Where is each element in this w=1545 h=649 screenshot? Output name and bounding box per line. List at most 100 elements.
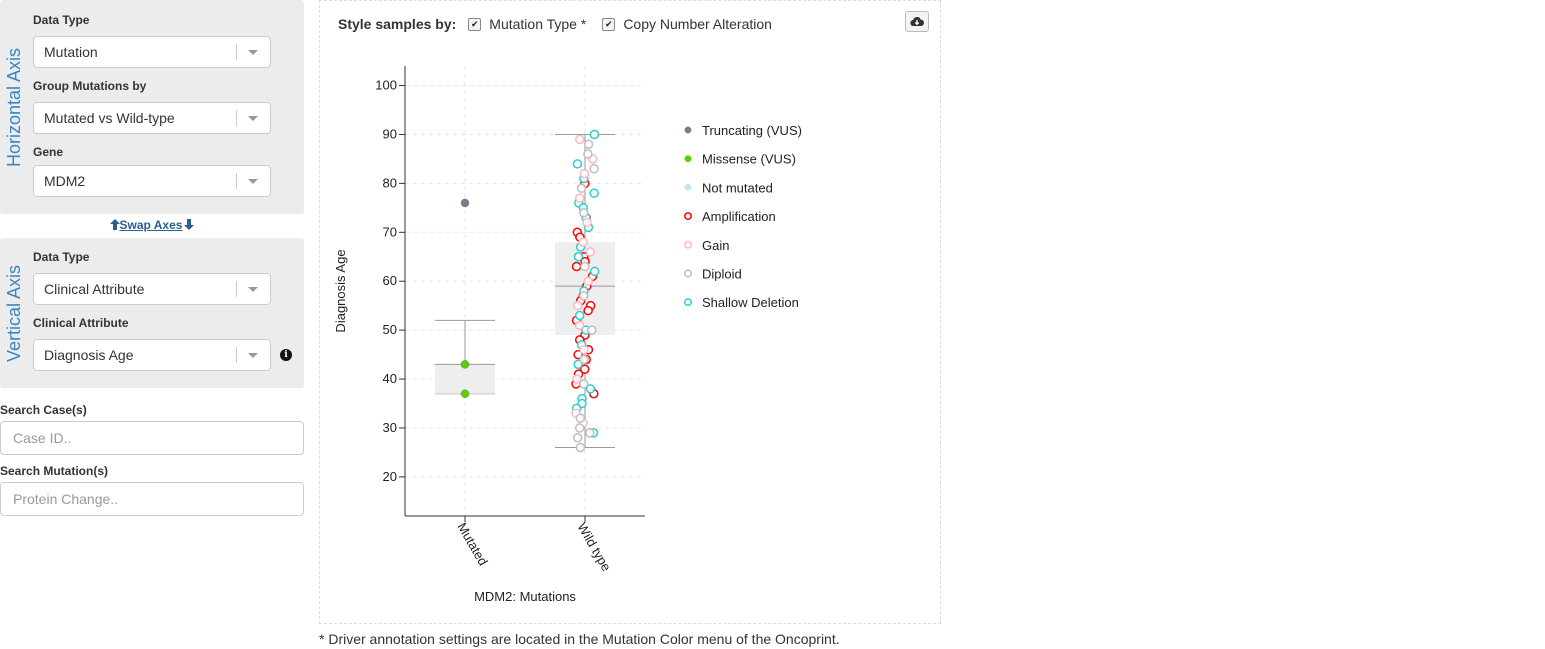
data-point [587,325,597,335]
data-point [583,149,593,159]
data-point [589,163,599,174]
group-mutations-value: Mutated vs Wild-type [44,110,175,126]
legend-marker [684,298,692,307]
y-tick-label: 70 [383,224,397,239]
legend-marker [684,269,692,278]
data-point [589,188,599,198]
legend-marker [684,126,692,134]
search-mutations-label: Search Mutation(s) [0,464,109,478]
gene-value: MDM2 [44,173,86,189]
y-tick-label: 50 [383,322,397,337]
legend-label: Shallow Deletion [702,295,799,310]
data-point [573,359,583,370]
data-point [589,129,600,140]
mutation-type-label: Mutation Type * [489,16,587,32]
x-tick-label: Mutated [454,520,490,568]
clinical-attribute-label: Clinical Attribute [33,316,129,330]
data-point [583,139,594,150]
data-point [583,276,593,286]
plot-container [319,0,941,624]
data-point [574,423,585,433]
y-tick-label: 30 [383,420,397,435]
data-point [572,374,582,384]
chevron-down-icon[interactable] [236,340,270,370]
group-mutations-label: Group Mutations by [33,79,147,93]
data-point [575,442,586,453]
chevron-down-icon[interactable] [236,274,270,304]
y-tick-label: 100 [375,78,397,93]
vertical-data-type-select[interactable]: Clinical Attribute [33,273,271,305]
info-circle-icon[interactable]: i [280,349,292,361]
clinical-attribute-select[interactable]: Diagnosis Age [33,339,271,371]
data-point [573,349,583,360]
gene-select[interactable]: MDM2 [33,165,271,197]
y-axis-label: Diagnosis Age [333,249,348,332]
data-type-label: Data Type [33,13,90,27]
data-type-label: Data Type [33,250,90,264]
data-point [579,364,590,375]
legend-label: Truncating (VUS) [702,123,802,138]
data-point [572,432,583,443]
data-point [579,379,589,389]
vertical-axis-title: Vertical Axis [4,264,25,362]
legend-marker [684,212,692,221]
legend-label: Gain [702,238,729,253]
group-mutations-select[interactable]: Mutated vs Wild-type [33,102,271,134]
horizontal-axis-panel: Horizontal Axis Data Type Mutation Group… [0,0,304,214]
data-point [579,344,589,355]
data-point [585,428,595,438]
data-point [574,320,585,330]
data-point [579,207,589,218]
data-point [579,168,590,179]
y-tick-label: 40 [383,371,397,386]
search-mutations-input[interactable]: Protein Change.. [0,482,304,516]
data-point [574,310,585,321]
gene-label: Gene [33,145,64,159]
chart-points [460,129,600,453]
cloud-download-icon [910,17,924,27]
chart-legend: Truncating (VUS) Missense (VUS) Not mutate… [684,123,802,310]
horizontal-data-type-select[interactable]: Mutation [33,36,271,68]
search-cases-input[interactable]: Case ID.. [0,421,304,455]
legend-marker [684,183,692,191]
data-point [574,193,585,203]
x-tick-label: Wild type [574,520,614,574]
arrow-up-icon [109,219,120,230]
data-point [460,360,470,369]
horizontal-data-type-value: Mutation [44,44,98,60]
legend-label: Amplification [702,209,776,224]
horizontal-axis-title: Horizontal Axis [4,47,25,167]
swap-axes-label: Swap Axes [119,218,183,232]
data-point [460,389,470,398]
legend-label: Missense (VUS) [702,152,796,167]
download-button[interactable] [905,11,929,32]
data-point [582,217,592,228]
copy-number-label: Copy Number Alteration [623,16,772,32]
legend-label: Not mutated [702,180,773,195]
chevron-down-icon[interactable] [236,37,270,67]
data-point [580,261,590,272]
data-point [583,305,593,316]
chevron-down-icon[interactable] [236,166,270,196]
chevron-down-icon[interactable] [236,103,270,133]
data-point [589,266,600,277]
style-samples-label: Style samples by: [338,16,457,32]
legend-marker [684,155,692,163]
data-point [573,252,584,262]
mutation-type-checkbox[interactable]: ✔ [468,17,482,31]
y-tick-label: 20 [383,469,397,484]
data-point [575,413,586,423]
box-plot-chart: 20 30 40 50 60 70 80 90 100 Mutated Wild type MDM2:… [333,66,802,604]
data-point [585,384,596,394]
vertical-axis-panel: Vertical Axis Data Type Clinical Attribu… [0,238,304,388]
copy-number-checkbox[interactable]: ✔ [602,17,616,31]
data-point [460,198,470,208]
clinical-attribute-value: Diagnosis Age [44,347,134,363]
data-point [576,183,587,194]
data-point [572,159,583,169]
y-tick-label: 90 [383,126,397,141]
swap-axes-link[interactable]: Swap Axes [109,218,195,232]
data-point [572,300,583,311]
swap-axes-row: Swap Axes [0,218,304,232]
data-point [578,237,588,247]
